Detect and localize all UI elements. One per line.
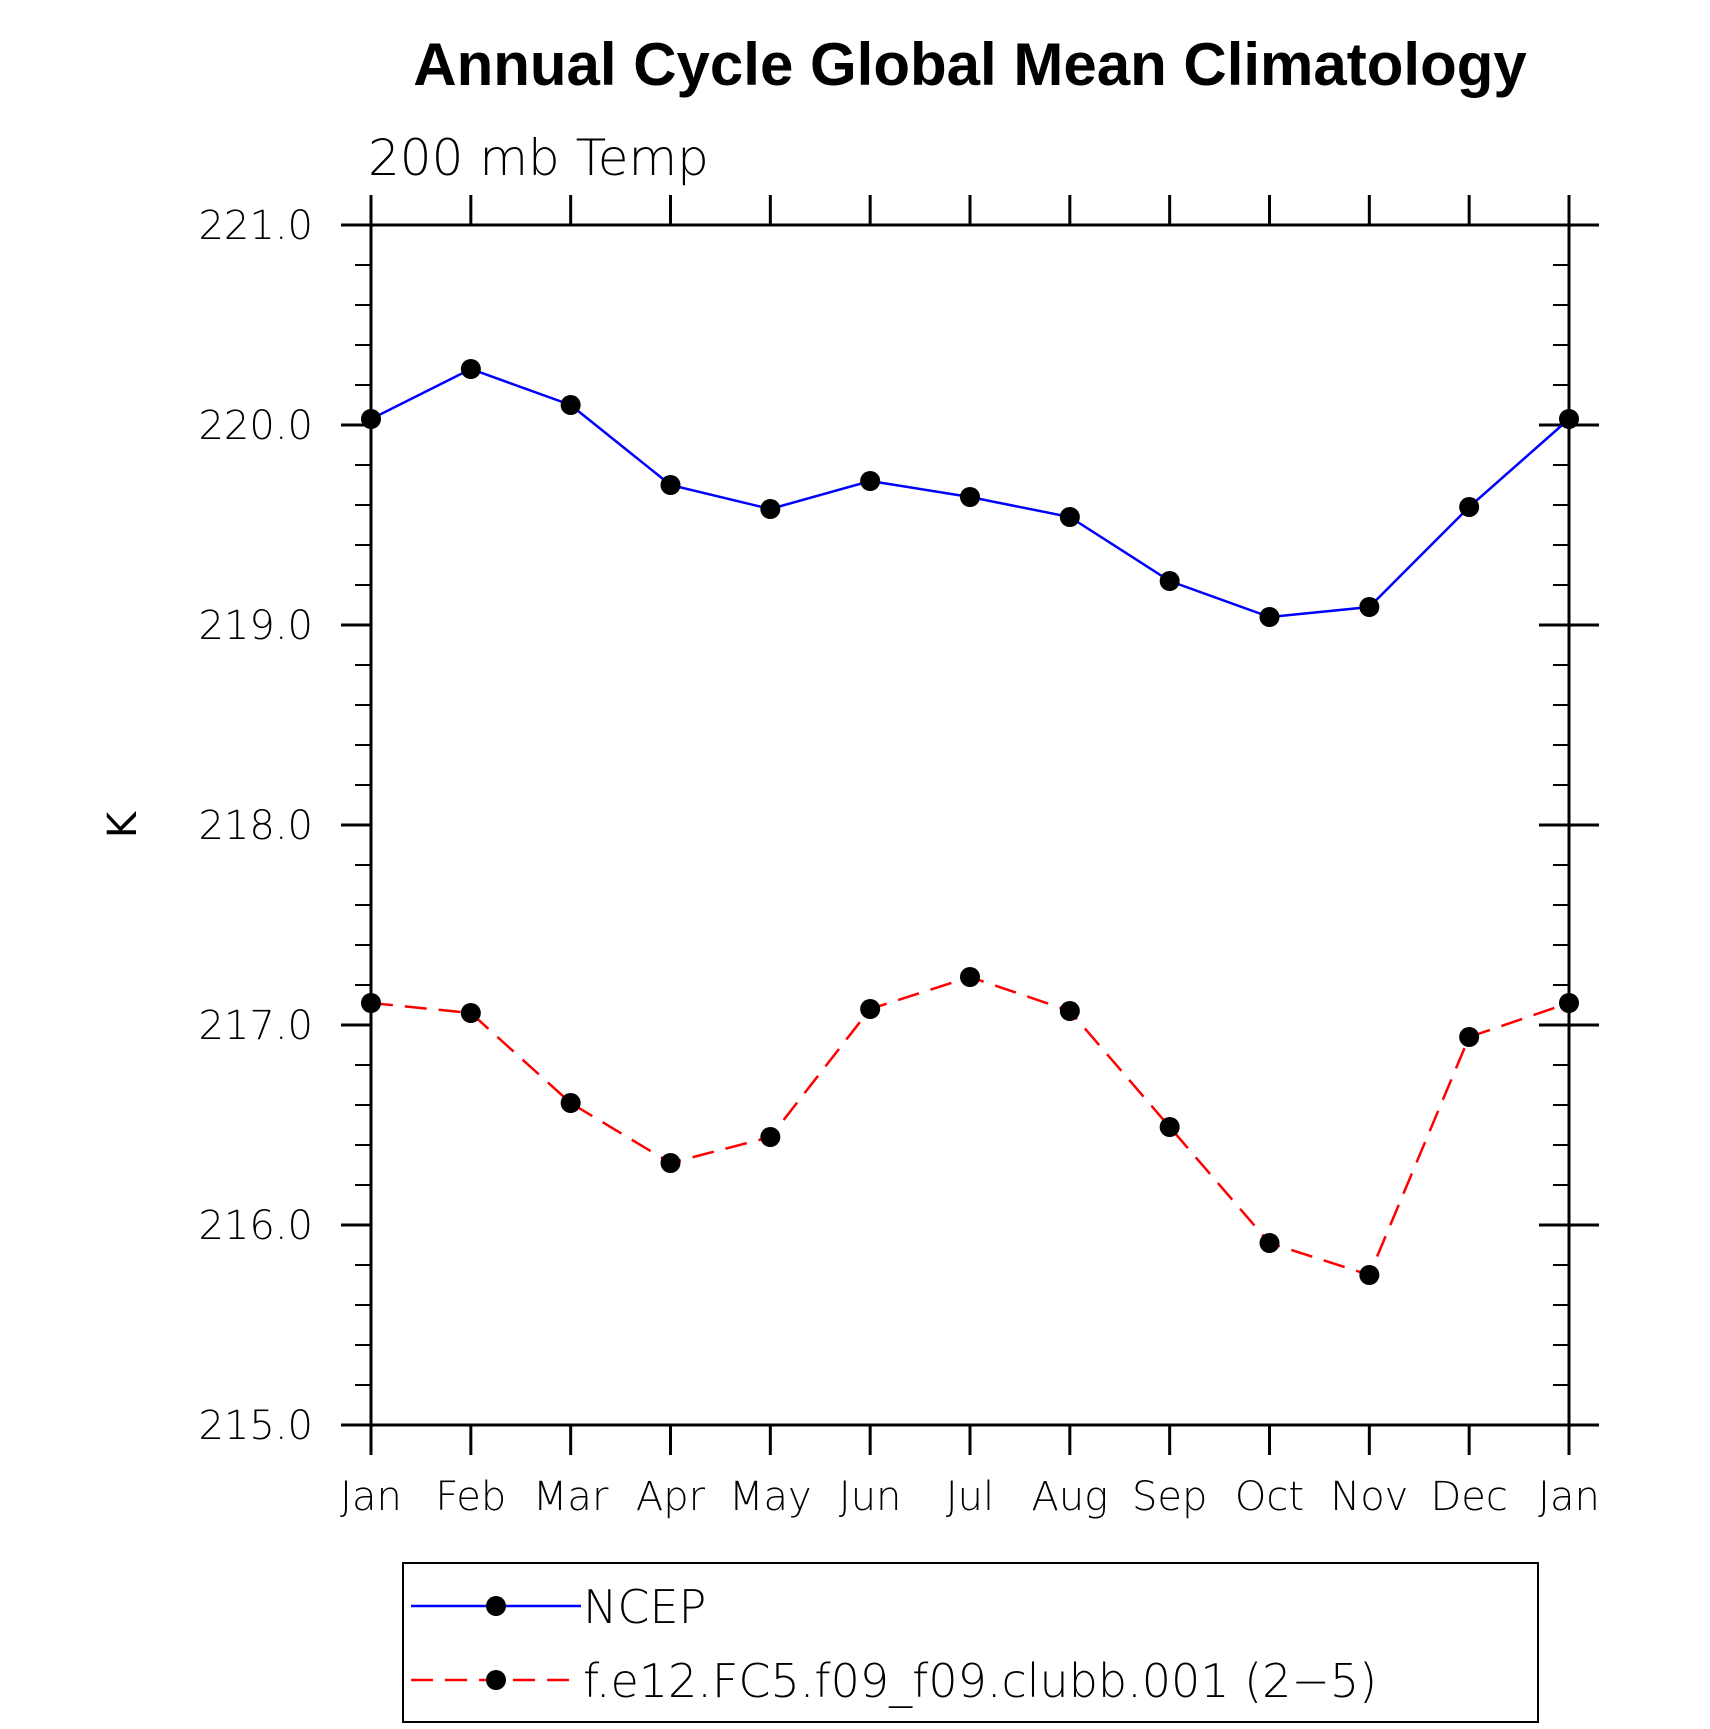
y-tick-label: 218.0 (198, 803, 313, 849)
axis-ticks (341, 195, 1599, 1455)
y-tick-label: 219.0 (198, 603, 313, 649)
series-0-point-12 (1559, 409, 1579, 429)
series-1-point-11 (1459, 1027, 1480, 1047)
series-1-point-9 (1259, 1233, 1280, 1253)
series-1-point-4 (760, 1127, 781, 1147)
series-1-point-6 (960, 967, 980, 987)
legend-label-ncep: NCEP (583, 1580, 706, 1634)
series-1-point-2 (560, 1093, 581, 1113)
series-1-point-7 (1059, 1001, 1080, 1021)
legend-swatch-model-marker (486, 1670, 506, 1690)
x-tick-label: Jul (946, 1474, 994, 1520)
y-tick-label: 220.0 (198, 403, 313, 449)
series-1-point-3 (660, 1153, 681, 1173)
x-tick-label: Feb (435, 1474, 506, 1520)
legend-entry-model: f.e12.FC5.f09_f09.clubb.001 (2−5) (411, 1654, 1377, 1708)
series-0-point-5 (860, 471, 881, 491)
series-0-point-2 (560, 395, 581, 415)
chart-subtitle: 200 mb Temp (368, 129, 709, 187)
y-tick-label: 221.0 (198, 203, 313, 249)
series-0-point-9 (1259, 607, 1280, 627)
y-tick-label: 215.0 (198, 1403, 313, 1449)
series-0-point-11 (1459, 497, 1480, 517)
legend-box (402, 1562, 1539, 1723)
y-tick-label: 216.0 (198, 1203, 313, 1249)
x-tick-label: Oct (1235, 1474, 1304, 1520)
x-tick-label: Sep (1132, 1474, 1207, 1520)
legend-label-model: f.e12.FC5.f09_f09.clubb.001 (2−5) (583, 1654, 1377, 1708)
series-0-point-4 (760, 499, 781, 519)
series-0-point-0 (361, 409, 381, 429)
series-0-point-8 (1159, 571, 1180, 591)
series-line-1 (370, 975, 1570, 1277)
x-tick-label: Jan (340, 1474, 402, 1520)
x-tick-label: Nov (1330, 1474, 1408, 1520)
legend-entry-ncep: NCEP (411, 1580, 706, 1634)
series-1-point-8 (1159, 1117, 1180, 1137)
series-1-point-0 (361, 993, 381, 1013)
plot-frame (369, 223, 1571, 1427)
x-tick-label: Jan (1538, 1474, 1600, 1520)
tick-labels: 215.0 216.0 217.0 218.0 219.0 220.0 221.0 Jan Fe… (198, 203, 1599, 1520)
series-1-point-5 (860, 999, 881, 1019)
y-axis-label: K (100, 810, 146, 838)
x-tick-label: Apr (636, 1474, 706, 1520)
series-0-point-10 (1359, 597, 1380, 617)
legend-swatch-ncep-marker (486, 1596, 506, 1616)
series-0-point-7 (1059, 507, 1080, 527)
y-tick-label: 217.0 (198, 1003, 313, 1049)
x-tick-label: Dec (1430, 1474, 1507, 1520)
x-tick-label: Jun (839, 1474, 902, 1520)
chart-title: Annual Cycle Global Mean Climatology (413, 31, 1527, 98)
series-1-point-1 (460, 1003, 481, 1023)
series-0-point-6 (960, 487, 980, 507)
series-1-point-10 (1359, 1265, 1380, 1285)
x-tick-label: May (729, 1474, 812, 1520)
series-0-point-3 (660, 475, 681, 495)
series-0-point-1 (460, 359, 481, 379)
x-tick-label: Aug (1031, 1474, 1108, 1520)
x-tick-label: Mar (533, 1474, 609, 1520)
series-1-point-12 (1559, 993, 1579, 1013)
series-group (361, 359, 1579, 1285)
